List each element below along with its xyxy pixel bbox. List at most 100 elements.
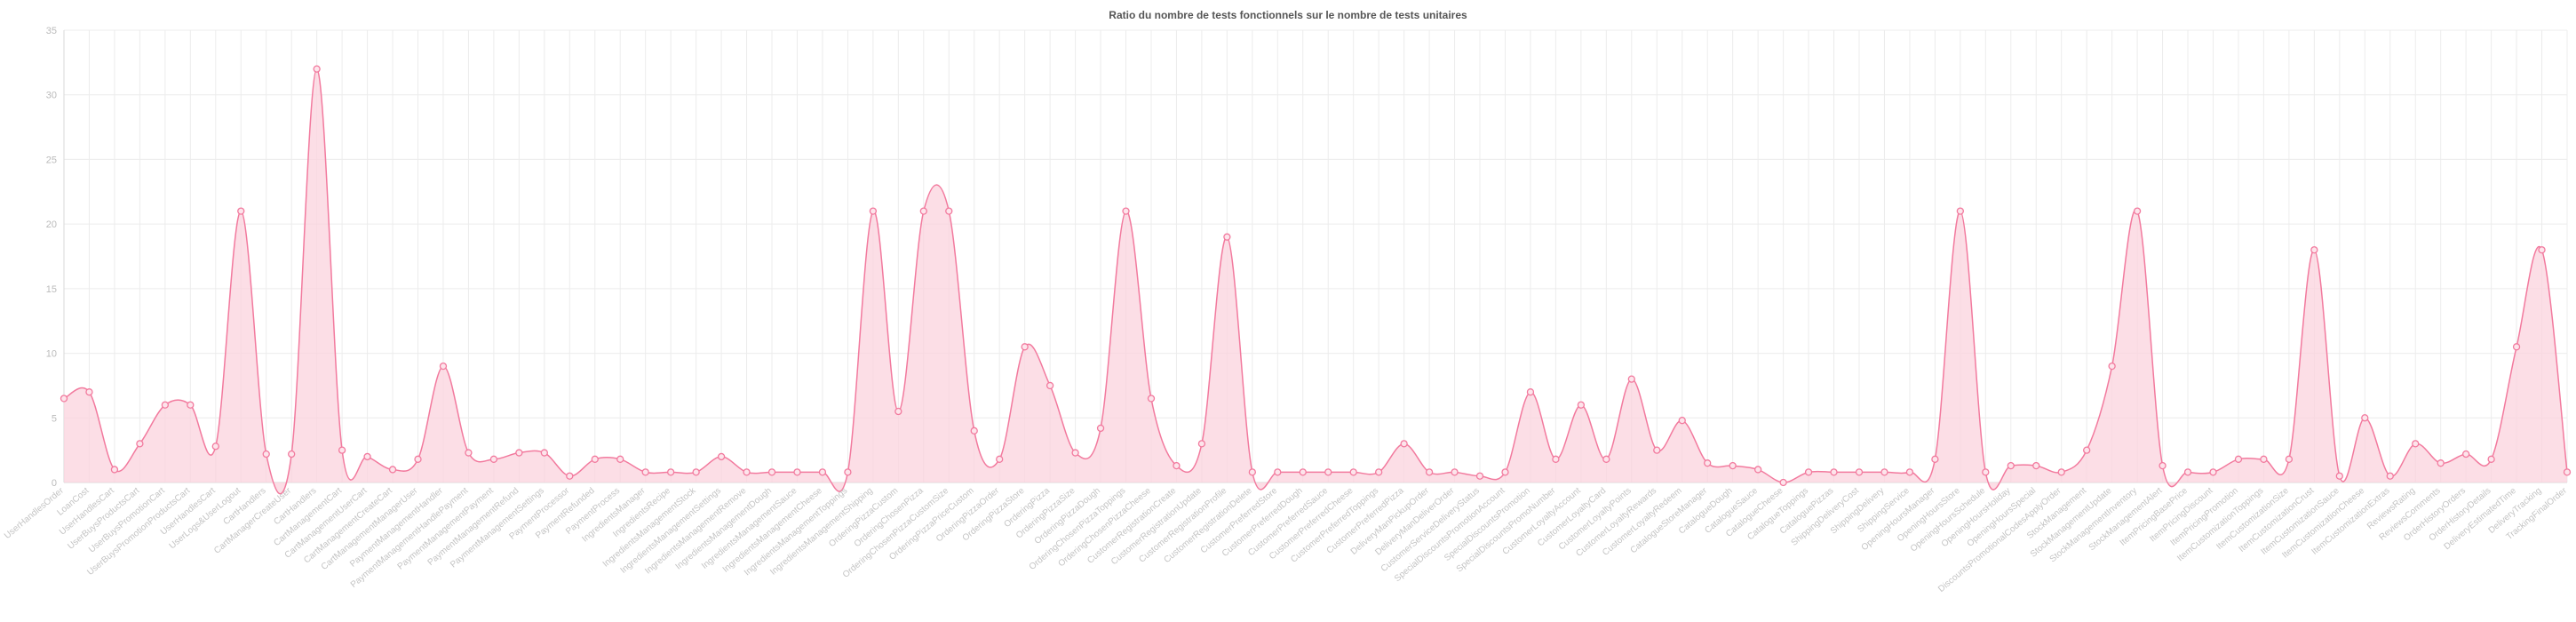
data-point[interactable]: [212, 443, 219, 450]
data-point[interactable]: [440, 363, 446, 370]
data-point[interactable]: [2387, 473, 2393, 479]
data-point[interactable]: [1856, 469, 1862, 475]
data-point[interactable]: [339, 447, 346, 453]
data-point[interactable]: [111, 466, 117, 473]
data-point[interactable]: [1831, 469, 1837, 475]
data-point[interactable]: [238, 208, 244, 214]
data-point[interactable]: [794, 469, 800, 475]
data-point[interactable]: [617, 456, 624, 462]
data-point[interactable]: [1705, 460, 1711, 466]
data-point[interactable]: [1224, 234, 1230, 240]
data-point[interactable]: [1427, 469, 1433, 475]
data-point[interactable]: [719, 453, 725, 459]
data-point[interactable]: [187, 402, 194, 408]
data-point[interactable]: [2109, 363, 2115, 370]
data-point[interactable]: [2311, 247, 2318, 253]
data-point[interactable]: [2185, 469, 2191, 475]
data-point[interactable]: [314, 66, 320, 72]
data-point[interactable]: [668, 469, 674, 475]
data-point[interactable]: [1249, 469, 1255, 475]
data-point[interactable]: [870, 208, 876, 214]
data-point[interactable]: [1502, 469, 1508, 475]
data-point[interactable]: [1401, 441, 1407, 447]
data-point[interactable]: [1047, 382, 1053, 388]
data-point[interactable]: [2488, 456, 2494, 462]
data-point[interactable]: [1932, 456, 1938, 462]
data-point[interactable]: [1300, 469, 1306, 475]
data-point[interactable]: [1755, 466, 1761, 473]
data-point[interactable]: [2437, 460, 2444, 466]
data-point[interactable]: [2058, 469, 2064, 475]
data-point[interactable]: [1806, 469, 1812, 475]
data-point[interactable]: [2564, 469, 2571, 475]
data-point[interactable]: [946, 208, 952, 214]
data-point[interactable]: [1451, 469, 1458, 475]
data-point[interactable]: [162, 402, 168, 408]
data-point[interactable]: [2135, 208, 2141, 214]
data-point[interactable]: [137, 441, 143, 447]
data-point[interactable]: [769, 469, 775, 475]
data-point[interactable]: [1148, 395, 1154, 402]
data-point[interactable]: [2539, 247, 2545, 253]
data-point[interactable]: [263, 451, 269, 458]
data-point[interactable]: [61, 395, 68, 402]
data-point[interactable]: [1098, 425, 1104, 431]
data-point[interactable]: [390, 466, 396, 473]
data-point[interactable]: [415, 456, 421, 462]
data-point[interactable]: [1628, 376, 1634, 382]
data-point[interactable]: [1477, 473, 1483, 479]
data-point[interactable]: [2463, 451, 2469, 458]
data-point[interactable]: [997, 456, 1003, 462]
data-point[interactable]: [1780, 480, 1786, 486]
data-point[interactable]: [2084, 447, 2090, 453]
data-point[interactable]: [845, 469, 851, 475]
data-point[interactable]: [1578, 402, 1584, 408]
data-point[interactable]: [1072, 450, 1078, 456]
data-point[interactable]: [2008, 463, 2014, 469]
data-point[interactable]: [1603, 456, 1610, 462]
data-point[interactable]: [1881, 469, 1888, 475]
data-point[interactable]: [2413, 441, 2419, 447]
data-point[interactable]: [2159, 463, 2166, 469]
data-point[interactable]: [2336, 473, 2342, 479]
data-point[interactable]: [743, 469, 750, 475]
data-point[interactable]: [2210, 469, 2216, 475]
data-point[interactable]: [693, 469, 699, 475]
data-point[interactable]: [2286, 456, 2292, 462]
data-point[interactable]: [1654, 447, 1660, 453]
data-point[interactable]: [289, 451, 295, 458]
data-point[interactable]: [1123, 208, 1129, 214]
data-point[interactable]: [516, 450, 522, 456]
data-point[interactable]: [1198, 441, 1205, 447]
data-point[interactable]: [920, 208, 926, 214]
data-point[interactable]: [490, 456, 497, 462]
data-point[interactable]: [1173, 463, 1180, 469]
data-point[interactable]: [1350, 469, 1356, 475]
data-point[interactable]: [895, 409, 902, 415]
data-point[interactable]: [1553, 456, 1559, 462]
data-point[interactable]: [1679, 418, 1685, 424]
data-point[interactable]: [1983, 469, 1989, 475]
data-point[interactable]: [2033, 463, 2039, 469]
data-point[interactable]: [1906, 469, 1912, 475]
data-point[interactable]: [2235, 456, 2241, 462]
data-point[interactable]: [1729, 463, 1736, 469]
data-point[interactable]: [642, 469, 648, 475]
data-point[interactable]: [1022, 344, 1028, 350]
data-point[interactable]: [1325, 469, 1332, 475]
data-point[interactable]: [1957, 208, 1963, 214]
data-point[interactable]: [465, 450, 472, 456]
data-point[interactable]: [567, 473, 573, 479]
data-point[interactable]: [1527, 389, 1533, 395]
data-point[interactable]: [86, 389, 92, 395]
data-point[interactable]: [364, 453, 370, 459]
data-point[interactable]: [1275, 469, 1281, 475]
data-point[interactable]: [541, 450, 547, 456]
data-point[interactable]: [2261, 456, 2267, 462]
data-point[interactable]: [819, 469, 825, 475]
data-point[interactable]: [2362, 415, 2368, 421]
data-point[interactable]: [2514, 344, 2520, 350]
data-point[interactable]: [592, 456, 598, 462]
data-point[interactable]: [971, 427, 977, 434]
data-point[interactable]: [1376, 469, 1382, 475]
